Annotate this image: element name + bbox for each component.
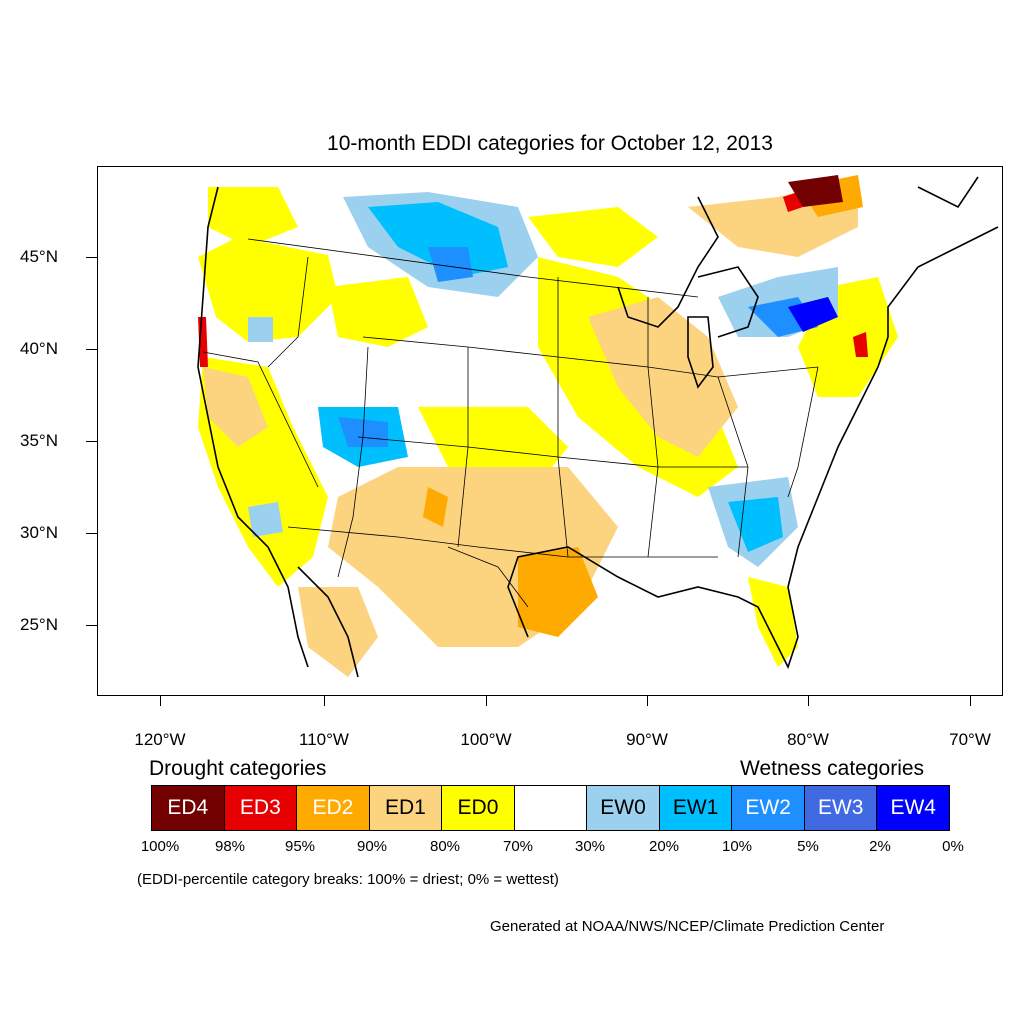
pct-label: 10% — [721, 838, 753, 855]
pct-label: 98% — [214, 838, 246, 855]
legend-swatch-ew2: EW2 — [732, 786, 805, 830]
pct-label: 0% — [942, 838, 964, 855]
lon-tick — [486, 696, 487, 706]
category-breaks-note: (EDDI-percentile category breaks: 100% =… — [137, 871, 559, 888]
region-ed0 — [198, 237, 338, 342]
lat-label-35: 35°N — [20, 431, 58, 450]
lon-tick — [970, 696, 971, 706]
region-ed2 — [423, 487, 448, 527]
region-ed1 — [203, 367, 268, 447]
pct-label: 100% — [140, 838, 180, 855]
region-ed1 — [298, 587, 378, 677]
eddi-map — [197, 175, 999, 678]
lon-label-100: 100°W — [460, 730, 512, 749]
wetness-categories-heading: Wetness categories — [740, 757, 925, 780]
pct-label: 70% — [502, 838, 534, 855]
drought-categories-heading: Drought categories — [149, 757, 327, 780]
region-ed0 — [748, 577, 798, 667]
legend-swatch-ed2: ED2 — [297, 786, 370, 830]
lon-label-90: 90°W — [626, 730, 668, 749]
map-frame — [97, 166, 1003, 696]
lat-tick — [86, 441, 97, 442]
legend-colorbar: ED4 ED3 ED2 ED1 ED0 EW0 EW1 EW2 EW3 EW4 — [151, 785, 950, 831]
lat-tick — [86, 533, 97, 534]
map-title: 10-month EDDI categories for October 12,… — [327, 132, 773, 155]
legend-swatch-ew3: EW3 — [804, 786, 878, 830]
region-ed0 — [328, 277, 428, 347]
legend-swatch-ed0: ED0 — [442, 786, 515, 830]
region-ed1 — [588, 297, 738, 457]
region-ed3 — [853, 332, 868, 357]
pct-label: 80% — [429, 838, 461, 855]
lat-tick — [86, 349, 97, 350]
region-ed4 — [788, 175, 843, 207]
legend-swatch-ew0: EW0 — [587, 786, 660, 830]
lat-label-45: 45°N — [20, 247, 58, 266]
legend-swatch-ed1: ED1 — [369, 786, 443, 830]
region-ed0 — [528, 207, 658, 267]
lat-tick — [86, 257, 97, 258]
lon-tick — [324, 696, 325, 706]
pct-label: 95% — [284, 838, 316, 855]
region-ew4 — [788, 297, 838, 332]
pct-label: 20% — [648, 838, 680, 855]
pct-label: 90% — [356, 838, 388, 855]
pct-label: 30% — [574, 838, 606, 855]
credit-line: Generated at NOAA/NWS/NCEP/Climate Predi… — [490, 918, 885, 935]
legend-swatch-ed4: ED4 — [152, 786, 225, 830]
legend-swatch-ew4: EW4 — [877, 786, 950, 830]
lon-label-110: 110°W — [299, 730, 349, 749]
lon-label-120: 120°W — [134, 730, 186, 749]
coastlines — [197, 176, 999, 678]
region-ed0 — [208, 187, 298, 247]
legend-swatch-ed3: ED3 — [224, 786, 298, 830]
region-ew1 — [368, 202, 508, 277]
lat-label-40: 40°N — [20, 339, 58, 358]
legend-swatch-normal — [514, 786, 588, 830]
map-fill-layer — [198, 175, 898, 677]
lon-label-70: 70°W — [949, 730, 991, 749]
legend-swatch-ew1: EW1 — [659, 786, 733, 830]
lon-tick — [647, 696, 648, 706]
state-boundaries — [202, 238, 819, 608]
pct-label: 5% — [797, 838, 819, 855]
lat-label-25: 25°N — [20, 615, 58, 634]
lat-tick — [86, 625, 97, 626]
region-ew0 — [248, 317, 273, 342]
lon-label-80: 80°W — [787, 730, 829, 749]
lon-tick — [808, 696, 809, 706]
region-ew2 — [428, 247, 473, 282]
region-ew1 — [728, 497, 783, 552]
lon-tick — [160, 696, 161, 706]
region-ew0 — [248, 502, 283, 537]
lat-label-30: 30°N — [20, 523, 58, 542]
pct-label: 2% — [869, 838, 891, 855]
region-ed2 — [518, 547, 598, 637]
